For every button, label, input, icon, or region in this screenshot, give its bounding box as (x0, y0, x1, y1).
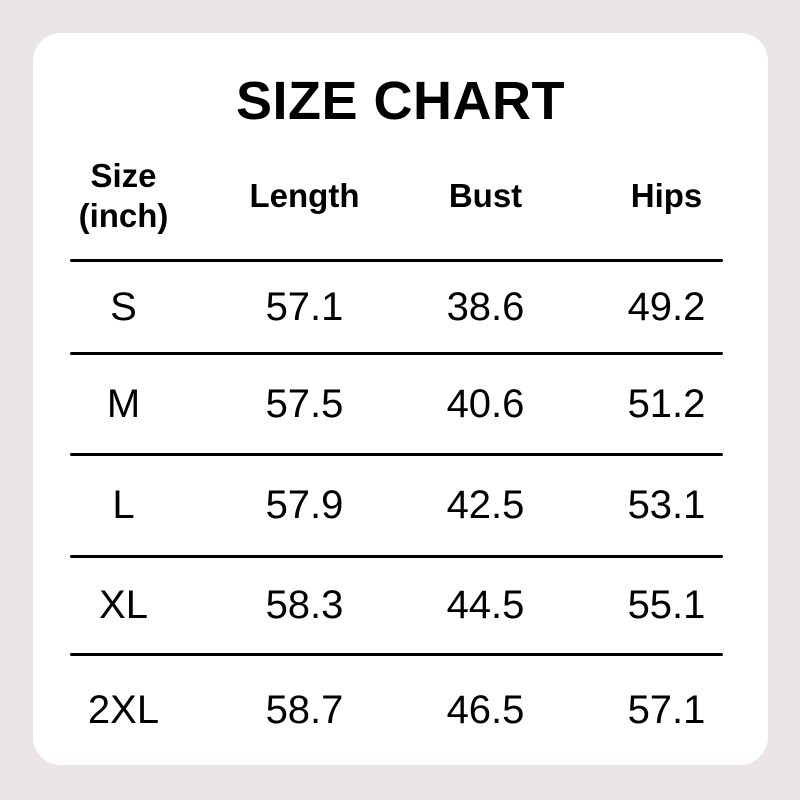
size-label: S (110, 284, 137, 329)
divider (70, 453, 723, 456)
table-row-xl: XL 58.3 44.5 55.1 (33, 558, 768, 653)
bust-value: 44.5 (446, 583, 525, 627)
column-header-size-line2: (inch) (78, 197, 169, 234)
table-row-s: S 57.1 38.6 49.2 (33, 262, 768, 352)
bust-value: 42.5 (446, 483, 525, 527)
column-header-length: Length (249, 177, 360, 214)
divider (70, 259, 723, 262)
hips-value: 55.1 (627, 583, 706, 627)
divider (70, 653, 723, 656)
size-label: L (112, 483, 135, 527)
column-header-hips: Hips (630, 177, 703, 214)
size-chart-card: SIZE CHART Size (inch) Length Bust Hips … (33, 33, 768, 765)
divider (70, 555, 723, 558)
hips-value: 49.2 (627, 284, 706, 329)
length-value: 58.3 (265, 583, 344, 627)
hips-value: 57.1 (627, 688, 706, 732)
hips-value: 53.1 (627, 483, 706, 527)
size-label: 2XL (87, 688, 160, 732)
column-header-bust: Bust (448, 177, 523, 214)
table-row-l: L 57.9 42.5 53.1 (33, 456, 768, 555)
length-value: 57.1 (265, 284, 344, 329)
bust-value: 38.6 (446, 284, 525, 329)
column-header-size-line1: Size (90, 157, 157, 194)
bust-value: 46.5 (446, 688, 525, 732)
table-header-row: Size (inch) Length Bust Hips (33, 133, 768, 259)
length-value: 57.5 (265, 381, 344, 426)
hips-value: 51.2 (627, 381, 706, 426)
page-title: SIZE CHART (236, 71, 565, 131)
length-value: 58.7 (265, 688, 344, 732)
size-label: XL (99, 583, 148, 627)
column-header-size: Size (inch) (33, 156, 214, 236)
divider (70, 352, 723, 355)
length-value: 57.9 (265, 483, 344, 527)
table-row-2xl: 2XL 58.7 46.5 57.1 (33, 656, 768, 765)
size-label: M (106, 381, 141, 426)
table-row-m: M 57.5 40.6 51.2 (33, 355, 768, 453)
bust-value: 40.6 (446, 381, 525, 426)
